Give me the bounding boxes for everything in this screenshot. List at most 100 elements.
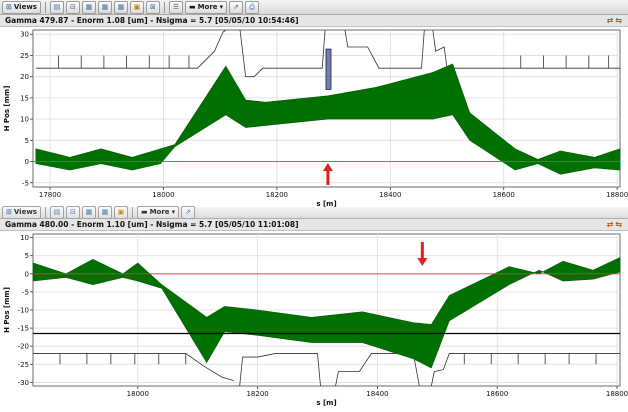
folder-icon: ▣	[117, 208, 125, 216]
y-tick-label: 20	[20, 73, 29, 81]
beam-envelope	[35, 63, 621, 175]
list-icon: ☰	[172, 2, 180, 11]
y-tick-label: -10	[18, 307, 29, 315]
y-tick-label: 0	[25, 270, 29, 278]
lattice-outline	[33, 353, 234, 381]
split-view-button-2[interactable]: ⊟	[65, 206, 80, 219]
y-tick-label: -25	[18, 361, 29, 369]
arrow-head	[417, 258, 428, 266]
layout-2-button[interactable]: ▦	[97, 0, 112, 14]
x-axis-label: s [m]	[316, 200, 336, 207]
views-button-2[interactable]: ⊞ Views	[2, 206, 41, 219]
views-icon: ⊞	[6, 2, 12, 11]
lattice-outline	[239, 29, 326, 78]
bottom-toolbar: ⊞ Views ▤ ⊟ ▦ ▦ ▣ ▬ More ▾ ⇗	[0, 206, 628, 219]
toolbar-separator	[163, 1, 165, 13]
chart-1: 17800 18000 18200 18400 18600 18800 -5 0 5 10 15 20…	[3, 29, 628, 207]
arrow-head	[322, 163, 333, 171]
x-tick-label: 18600	[486, 390, 508, 398]
panel-toggle-button-2[interactable]: ▤	[49, 206, 64, 219]
lattice-outline	[430, 353, 620, 387]
y-tick-label: 5	[25, 137, 29, 145]
y-tick-label: -5	[22, 288, 29, 296]
x-tick-label: 18400	[366, 390, 388, 398]
split-icon: ⊟	[70, 2, 76, 11]
more-button-2[interactable]: ▬ More ▾	[136, 206, 180, 219]
print-button[interactable]: ⎙	[245, 0, 260, 14]
window-controls-icon[interactable]: ⇄⇆	[606, 16, 624, 25]
x-tick-label: 17800	[39, 191, 61, 199]
layout-3-button[interactable]: ▦	[113, 0, 128, 14]
element-marker	[325, 48, 332, 90]
y-tick-label: 0	[25, 158, 29, 166]
x-tick-label: 18000	[152, 191, 174, 199]
panel-icon: ▤	[53, 2, 61, 11]
x-tick-label: 18800	[606, 390, 628, 398]
panel-toggle-button[interactable]: ▤	[49, 0, 64, 14]
y-axis-label: H Pos [mm]	[3, 86, 11, 132]
x-tick-label: 18000	[127, 390, 149, 398]
layout-1-button[interactable]: ▦	[81, 0, 96, 14]
chart-2-title: Gamma 480.00 - Enorm 1.10 [um] - Nsigma …	[5, 220, 299, 229]
x-tick-label: 18200	[246, 390, 268, 398]
export-icon: ⇗	[185, 208, 192, 216]
x-tick-label: 18200	[266, 191, 288, 199]
x-tick-label: 18400	[379, 191, 401, 199]
link-icon: ⊠	[150, 2, 156, 11]
grid-icon: ▦	[85, 208, 93, 216]
chart-2: 18000 18200 18400 18600 18800 -30 -25 -20 -15 -10…	[3, 233, 628, 407]
y-tick-label: -5	[22, 179, 29, 187]
split-view-button[interactable]: ⊟	[65, 0, 80, 14]
views-icon: ⊞	[6, 208, 12, 216]
print-icon: ⎙	[249, 2, 255, 11]
y-tick-label: -20	[18, 343, 29, 351]
views-button[interactable]: ⊞ Views	[2, 0, 41, 14]
x-tick-label: 18800	[606, 191, 628, 199]
more-button[interactable]: ▬ More ▾	[184, 0, 228, 14]
layout-2-button-2[interactable]: ▦	[97, 206, 112, 219]
list-button[interactable]: ☰	[168, 0, 183, 14]
top-toolbar: ⊞ Views ▤ ⊟ ▦ ▦ ▦ ▣ ⊠ ☰ ▬ More ▾ ⇗ ⎙	[0, 0, 628, 15]
y-tick-label: -15	[18, 325, 29, 333]
chart-1-title: Gamma 479.87 - Enorm 1.08 [um] - Nsigma …	[5, 16, 299, 25]
lattice-outline	[239, 353, 321, 387]
y-tick-label: 10	[20, 116, 29, 124]
y-tick-label: 10	[20, 234, 29, 242]
chevron-down-icon: ▾	[171, 208, 176, 216]
grid-icon: ▦	[101, 2, 109, 11]
panel-icon: ▤	[53, 208, 61, 216]
y-tick-label: 30	[20, 31, 29, 39]
toolbar-separator	[131, 207, 133, 218]
export-icon: ⇗	[233, 2, 240, 11]
more-icon: ▬	[188, 2, 196, 11]
layout-1-button-2[interactable]: ▦	[81, 206, 96, 219]
x-axis-label: s [m]	[316, 399, 336, 407]
lattice-outline	[35, 29, 227, 69]
grid-icon: ▦	[101, 208, 109, 216]
toolbar-separator	[44, 1, 46, 13]
x-tick-label: 18600	[493, 191, 515, 199]
grid-icon: ▦	[85, 2, 93, 11]
folder-button[interactable]: ▣	[129, 0, 144, 14]
y-tick-label: 5	[25, 252, 29, 260]
y-axis-label: H Pos [mm]	[3, 287, 11, 333]
y-tick-label: -30	[18, 379, 29, 387]
grid-icon: ▦	[117, 2, 125, 11]
export-button-2[interactable]: ⇗	[181, 206, 196, 219]
split-icon: ⊟	[70, 208, 76, 216]
folder-button-2[interactable]: ▣	[113, 206, 128, 219]
lattice-outline	[432, 29, 620, 69]
y-tick-label: 25	[20, 52, 29, 60]
chart-2-titlebar: Gamma 480.00 - Enorm 1.10 [um] - Nsigma …	[0, 219, 628, 231]
lattice-outline	[344, 29, 425, 69]
chart-1-titlebar: Gamma 479.87 - Enorm 1.08 [um] - Nsigma …	[0, 15, 628, 27]
y-tick-label: 15	[20, 94, 29, 102]
beam-envelope	[32, 257, 621, 369]
folder-icon: ▣	[133, 2, 141, 11]
export-button[interactable]: ⇗	[229, 0, 244, 14]
window-controls-icon[interactable]: ⇄⇆	[606, 220, 624, 229]
more-icon: ▬	[140, 208, 148, 216]
chevron-down-icon: ▾	[219, 2, 224, 11]
toolbar-separator	[44, 207, 46, 218]
link-button[interactable]: ⊠	[145, 0, 160, 14]
